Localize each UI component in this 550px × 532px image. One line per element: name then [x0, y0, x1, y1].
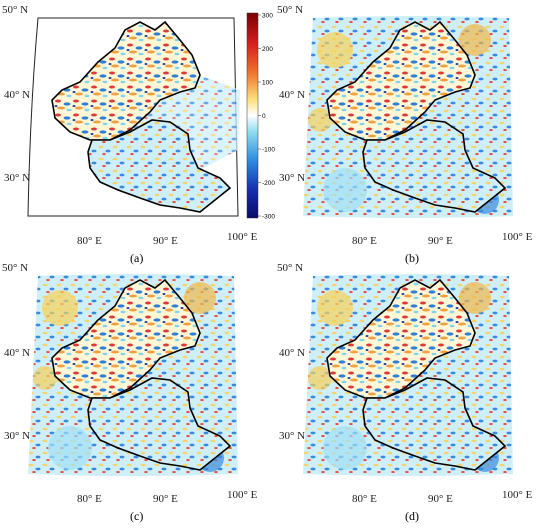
tibet-boundary [362, 119, 507, 213]
colorbar-tick-label: 100 [262, 80, 273, 87]
tibet-boundary [87, 119, 232, 213]
longitude-label: 100° E [227, 231, 258, 243]
latitude-label: 40° N [279, 347, 305, 359]
longitude-label: 100° E [227, 489, 258, 501]
xinjiang-boundary [51, 20, 201, 141]
longitude-label: 90° E [153, 235, 178, 247]
panel-caption: (d) [405, 509, 419, 523]
colorbar-tick-label: 300 [262, 13, 273, 20]
colorbar-tick-label: 200 [262, 46, 273, 53]
anomaly-blob [459, 282, 491, 314]
colorbar: 300 200 100 0 -100 -200 -300 [246, 12, 275, 221]
longitude-label: 80° E [77, 235, 102, 247]
longitude-label: 90° E [153, 493, 178, 505]
anomaly-blob [184, 282, 216, 314]
latitude-label: 50° N [2, 4, 28, 16]
panel-caption: (c) [130, 509, 143, 523]
colorbar-tick-label: 0 [262, 113, 266, 120]
longitude-label: 80° E [352, 493, 377, 505]
anomaly-blob [42, 290, 78, 326]
latitude-label: 40° N [4, 347, 30, 359]
anomaly-blob [323, 168, 367, 212]
latitude-label: 50° N [277, 262, 303, 274]
colorbar-tick-label: -300 [262, 214, 275, 221]
tibet-boundary [362, 377, 507, 471]
anomaly-blob [459, 24, 491, 56]
anomaly-blob [317, 32, 353, 68]
panel-d: 50° N 40° N 30° N 80° E 90° E 100° E (d) [277, 262, 533, 523]
panel-caption: (a) [130, 251, 143, 265]
anomaly-blob [33, 366, 57, 390]
latitude-label: 40° N [4, 89, 30, 101]
panel-c: 50° N 40° N 30° N 80° E 90° E 100° E (c) [2, 262, 258, 523]
panel-caption: (b) [405, 251, 419, 265]
longitude-label: 90° E [428, 235, 453, 247]
longitude-label: 100° E [502, 489, 533, 501]
anomaly-blob [48, 426, 92, 470]
panel-b: 50° N 40° N 30° N 80° E 90° E 100° E (b) [277, 4, 533, 265]
latitude-label: 30° N [279, 430, 305, 442]
latitude-label: 30° N [279, 172, 305, 184]
colorbar-gradient [246, 12, 259, 219]
anomaly-blob [308, 366, 332, 390]
longitude-label: 80° E [77, 493, 102, 505]
latitude-label: 30° N [4, 430, 30, 442]
longitude-label: 90° E [428, 493, 453, 505]
tibet-boundary [87, 377, 232, 471]
panel-a: 50° N 40° N 30° N 80° E 90° E 100° E (a) [2, 4, 258, 265]
anomaly-blob [317, 290, 353, 326]
longitude-label: 80° E [352, 235, 377, 247]
xinjiang-boundary [326, 278, 476, 399]
colorbar-tick-label: -100 [262, 147, 275, 154]
xinjiang-boundary [51, 278, 201, 399]
anomaly-blob [308, 108, 332, 132]
xinjiang-boundary [326, 20, 476, 141]
longitude-label: 100° E [502, 231, 533, 243]
anomaly-blob [323, 426, 367, 470]
latitude-label: 50° N [277, 4, 303, 16]
latitude-label: 50° N [2, 262, 28, 274]
latitude-label: 30° N [4, 172, 30, 184]
latitude-label: 40° N [279, 89, 305, 101]
colorbar-tick-label: -200 [262, 180, 275, 187]
